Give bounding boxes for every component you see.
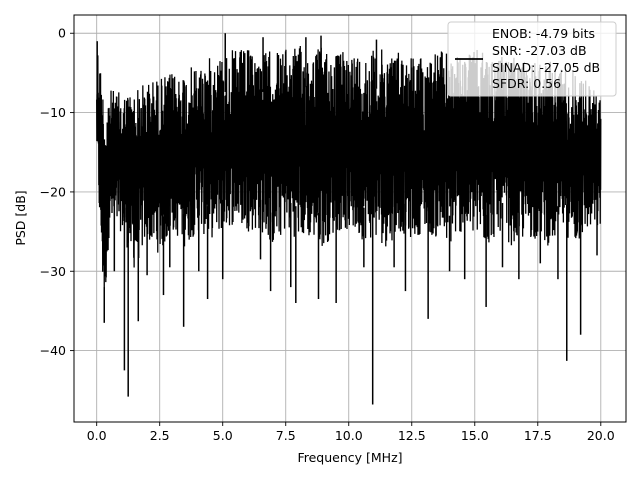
psd-line [96,46,602,297]
x-tick-label: 7.5 [276,428,296,443]
x-tick-label: 10.0 [335,428,363,443]
legend-sfdr: SFDR: 0.56 [492,76,561,91]
legend: ENOB: -4.79 bits SNR: -27.03 dB SINAD: -… [447,21,617,97]
plot-frame [73,14,627,423]
legend-enob: ENOB: -4.79 bits [492,26,595,41]
x-tick-label: 17.5 [524,428,552,443]
y-tick-label: −10 [40,105,66,120]
y-tick-label: 0 [58,26,66,41]
y-axis-title: PSD [dB] [13,190,28,245]
x-tick-label: 5.0 [213,428,233,443]
x-axis-ticks: 0.0 2.5 5.0 7.5 10.0 12.5 15.0 17.5 20.0 [87,422,615,443]
x-tick-label: 0.0 [87,428,107,443]
y-tick-label: −30 [40,264,66,279]
y-tick-label: −40 [40,343,66,358]
y-axis-ticks: 0 −10 −20 −30 −40 [40,26,74,358]
legend-sinad: SINAD: -27.05 dB [492,60,600,75]
y-tick-label: −20 [40,184,66,199]
x-tick-label: 2.5 [150,428,170,443]
psd-series [96,33,602,405]
x-tick-label: 20.0 [587,428,615,443]
legend-snr: SNR: -27.03 dB [492,43,587,58]
x-axis-title: Frequency [MHz] [297,450,402,465]
x-tick-label: 12.5 [398,428,426,443]
legend-box [447,21,617,97]
x-tick-label: 15.0 [461,428,489,443]
